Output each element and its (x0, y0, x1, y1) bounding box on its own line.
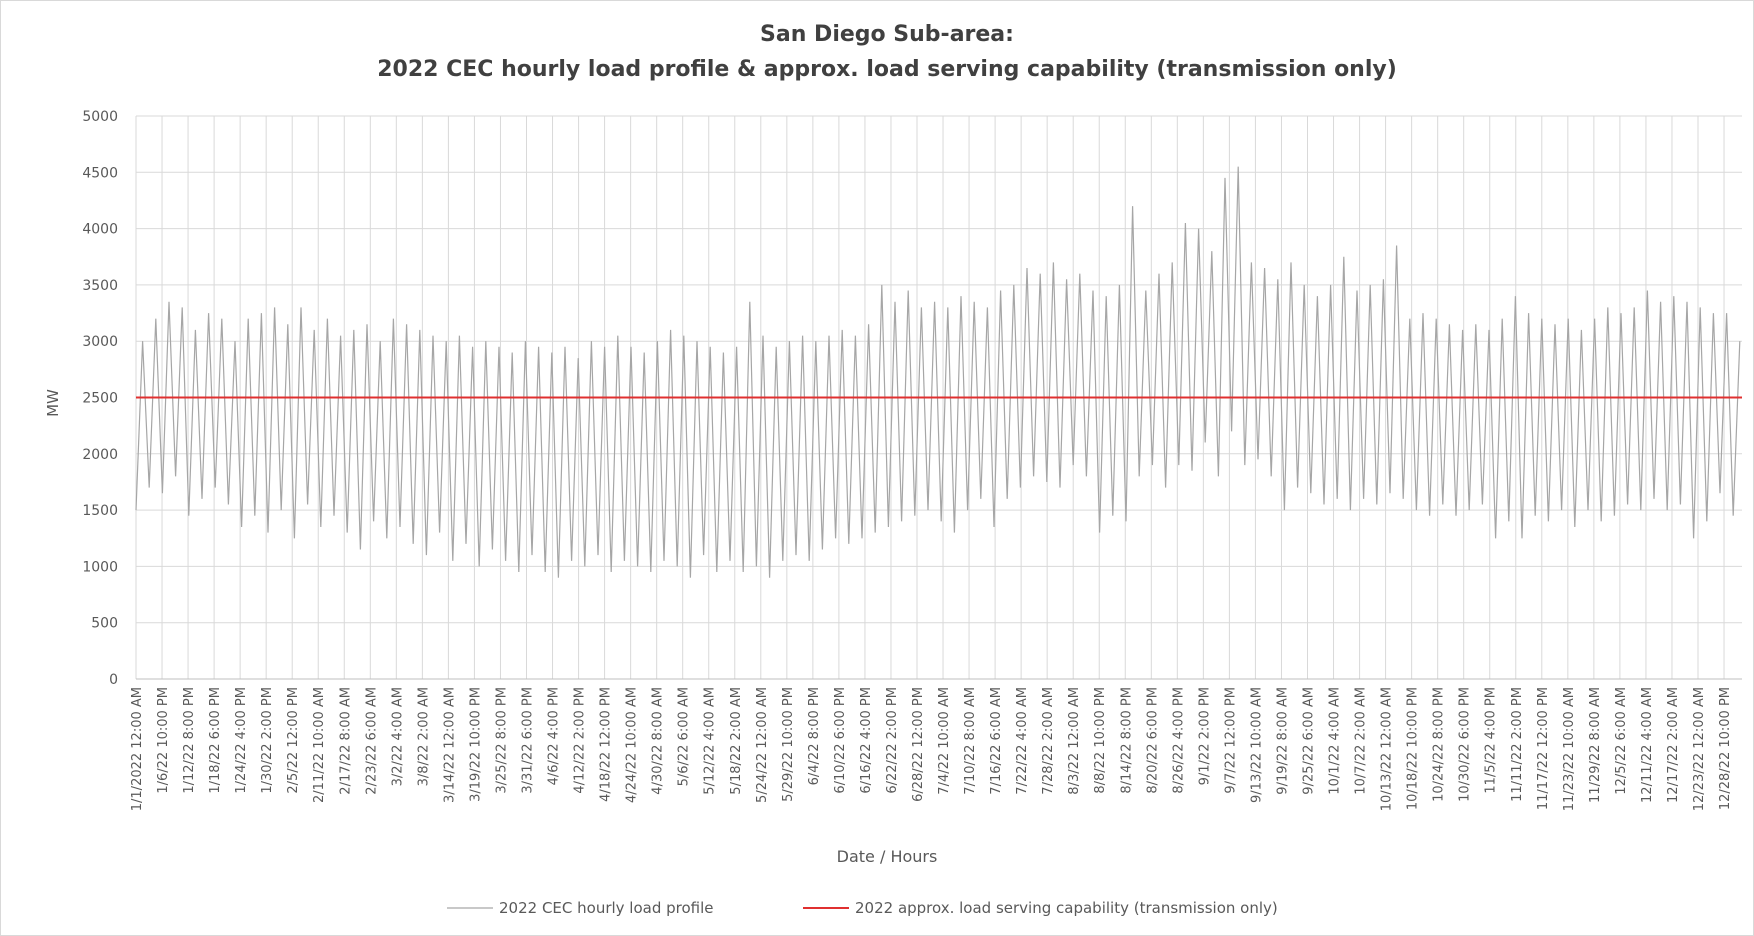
y-tick-label: 0 (109, 672, 118, 688)
x-tick-label: 6/28/22 12:00 PM (911, 687, 926, 802)
x-tick-label: 8/8/22 10:00 PM (1093, 687, 1108, 794)
x-tick-label: 12/5/22 6:00 AM (1614, 687, 1629, 795)
x-tick-label: 9/19/22 8:00 AM (1275, 687, 1290, 795)
x-tick-label: 2/11/22 10:00 AM (312, 687, 327, 803)
x-tick-label: 5/18/22 2:00 AM (729, 687, 744, 795)
x-tick-label: 10/18/22 10:00 PM (1406, 687, 1421, 810)
load-line (135, 166, 1741, 578)
x-tick-label: 6/22/22 2:00 PM (885, 687, 900, 794)
y-tick-label: 2000 (82, 447, 118, 463)
y-tick-label: 3000 (82, 334, 118, 350)
y-tick-label: 2500 (82, 391, 118, 407)
y-axis-title: MW (44, 389, 62, 417)
x-tick-label: 2/23/22 6:00 AM (364, 687, 379, 795)
legend-label: 2022 approx. load serving capability (tr… (855, 899, 1278, 917)
x-tick-label: 11/11/22 2:00 PM (1510, 687, 1525, 802)
x-tick-label: 12/28/22 10:00 PM (1718, 687, 1733, 810)
x-tick-label: 5/24/22 12:00 AM (755, 687, 770, 803)
x-tick-label: 9/13/22 10:00 AM (1249, 687, 1264, 803)
x-tick-label: 12/11/22 4:00 AM (1640, 687, 1655, 803)
x-tick-label: 1/6/22 10:00 PM (156, 687, 171, 794)
y-tick-label: 5000 (82, 109, 118, 125)
x-tick-label: 10/1/22 4:00 AM (1328, 687, 1343, 795)
x-tick-label: 4/6/22 4:00 PM (547, 687, 562, 785)
x-tick-label: 3/19/22 10:00 PM (468, 687, 483, 802)
chart-subtitle: 2022 CEC hourly load profile & approx. l… (377, 57, 1397, 82)
x-tick-label: 5/29/22 10:00 PM (781, 687, 796, 802)
legend-label: 2022 CEC hourly load profile (499, 899, 714, 917)
x-tick-label: 6/4/22 8:00 PM (807, 687, 822, 785)
x-tick-label: 7/22/22 4:00 AM (1015, 687, 1030, 795)
y-tick-label: 4500 (82, 165, 118, 181)
x-axis-title: Date / Hours (837, 847, 938, 866)
chart-title: San Diego Sub-area: (760, 22, 1014, 47)
y-tick-label: 1000 (82, 559, 118, 575)
x-tick-label: 1/1/2022 12:00 AM (130, 687, 145, 811)
x-tick-label: 10/30/22 6:00 PM (1458, 687, 1473, 802)
x-tick-label: 3/2/22 4:00 AM (390, 687, 405, 786)
x-tick-label: 6/16/22 4:00 PM (859, 687, 874, 794)
x-tick-label: 6/10/22 6:00 PM (833, 687, 848, 794)
x-tick-label: 7/10/22 8:00 AM (963, 687, 978, 795)
x-tick-label: 3/25/22 8:00 PM (494, 687, 509, 794)
x-tick-label: 4/18/22 12:00 PM (599, 687, 614, 802)
x-tick-label: 1/24/22 4:00 PM (234, 687, 249, 794)
x-tick-label: 4/12/22 2:00 PM (573, 687, 588, 794)
x-tick-label: 10/24/22 8:00 PM (1432, 687, 1447, 802)
x-tick-label: 9/1/22 2:00 PM (1197, 687, 1212, 785)
x-tick-label: 3/8/22 2:00 AM (416, 687, 431, 786)
x-tick-label: 8/26/22 4:00 PM (1171, 687, 1186, 794)
x-tick-label: 8/14/22 8:00 PM (1119, 687, 1134, 794)
x-tick-label: 5/12/22 4:00 AM (703, 687, 718, 795)
x-tick-label: 4/30/22 8:00 AM (651, 687, 666, 795)
x-tick-label: 7/16/22 6:00 AM (989, 687, 1004, 795)
x-tick-label: 12/17/22 2:00 AM (1666, 687, 1681, 803)
x-tick-label: 11/29/22 8:00 AM (1588, 687, 1603, 803)
x-tick-label: 11/5/22 4:00 PM (1484, 687, 1499, 794)
x-tick-label: 2/5/22 12:00 PM (286, 687, 301, 794)
x-tick-label: 8/20/22 6:00 PM (1145, 687, 1160, 794)
x-tick-label: 1/30/22 2:00 PM (260, 687, 275, 794)
x-tick-label: 12/23/22 12:00 AM (1692, 687, 1707, 811)
x-tick-label: 2/17/22 8:00 AM (338, 687, 353, 795)
x-tick-label: 4/24/22 10:00 AM (625, 687, 640, 803)
x-tick-label: 10/13/22 12:00 AM (1380, 687, 1395, 811)
x-tick-label: 9/7/22 12:00 PM (1223, 687, 1238, 794)
x-tick-label: 5/6/22 6:00 AM (677, 687, 692, 786)
x-tick-label: 3/31/22 6:00 PM (521, 687, 536, 794)
x-tick-label: 10/7/22 2:00 AM (1354, 687, 1369, 795)
y-tick-label: 1500 (82, 503, 118, 519)
x-tick-label: 9/25/22 6:00 AM (1302, 687, 1317, 795)
x-tick-label: 7/4/22 10:00 AM (937, 687, 952, 795)
y-tick-label: 4000 (82, 222, 118, 238)
x-tick-label: 11/23/22 10:00 AM (1562, 687, 1577, 811)
x-tick-label: 1/18/22 6:00 PM (208, 687, 223, 794)
x-tick-label: 11/17/22 12:00 PM (1536, 687, 1551, 810)
x-tick-label: 3/14/22 12:00 AM (442, 687, 457, 803)
y-tick-label: 3500 (82, 278, 118, 294)
x-tick-label: 1/12/22 8:00 PM (182, 687, 197, 794)
x-tick-label: 8/3/22 12:00 AM (1067, 687, 1082, 795)
y-tick-label: 500 (91, 616, 118, 632)
x-tick-label: 7/28/22 2:00 AM (1041, 687, 1056, 795)
